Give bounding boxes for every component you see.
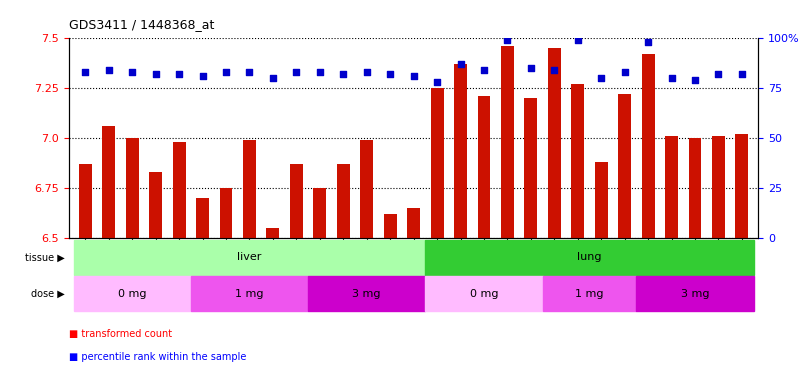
- Bar: [712, 136, 725, 238]
- Bar: [543, 276, 637, 311]
- Bar: [313, 188, 326, 238]
- Point: [173, 71, 186, 78]
- Point: [384, 71, 397, 78]
- Point: [337, 71, 350, 78]
- Bar: [126, 138, 139, 238]
- Point: [360, 69, 373, 75]
- Point: [102, 67, 115, 73]
- Text: ■ transformed count: ■ transformed count: [69, 329, 172, 339]
- Text: liver: liver: [238, 252, 262, 262]
- Bar: [220, 188, 233, 238]
- Text: 1 mg: 1 mg: [235, 289, 264, 299]
- Text: 0 mg: 0 mg: [470, 289, 498, 299]
- Point: [547, 67, 560, 73]
- Bar: [642, 55, 654, 238]
- Text: 3 mg: 3 mg: [680, 289, 710, 299]
- Point: [290, 69, 303, 75]
- Bar: [736, 134, 749, 238]
- Bar: [594, 162, 607, 238]
- Text: dose ▶: dose ▶: [31, 289, 65, 299]
- Bar: [74, 240, 425, 275]
- Bar: [308, 276, 425, 311]
- Text: lung: lung: [577, 252, 602, 262]
- Bar: [425, 240, 753, 275]
- Bar: [454, 65, 467, 238]
- Point: [407, 73, 420, 79]
- Bar: [267, 228, 279, 238]
- Bar: [425, 276, 543, 311]
- Point: [571, 37, 584, 43]
- Point: [267, 75, 280, 81]
- Point: [79, 69, 92, 75]
- Bar: [243, 140, 256, 238]
- Bar: [74, 276, 191, 311]
- Bar: [637, 276, 753, 311]
- Text: 0 mg: 0 mg: [118, 289, 147, 299]
- Point: [431, 79, 444, 85]
- Bar: [149, 172, 162, 238]
- Point: [642, 39, 654, 45]
- Point: [126, 69, 139, 75]
- Bar: [196, 198, 209, 238]
- Bar: [102, 126, 115, 238]
- Text: ■ percentile rank within the sample: ■ percentile rank within the sample: [69, 352, 247, 362]
- Point: [243, 69, 256, 75]
- Bar: [79, 164, 92, 238]
- Bar: [525, 98, 538, 238]
- Bar: [618, 94, 631, 238]
- Point: [712, 71, 725, 78]
- Point: [525, 65, 538, 71]
- Bar: [478, 96, 491, 238]
- Point: [618, 69, 631, 75]
- Point: [736, 71, 749, 78]
- Bar: [689, 138, 702, 238]
- Text: 1 mg: 1 mg: [575, 289, 603, 299]
- Bar: [501, 46, 514, 238]
- Point: [313, 69, 326, 75]
- Bar: [191, 276, 308, 311]
- Text: GDS3411 / 1448368_at: GDS3411 / 1448368_at: [69, 18, 214, 31]
- Point: [594, 75, 607, 81]
- Bar: [337, 164, 350, 238]
- Bar: [571, 84, 584, 238]
- Bar: [407, 208, 420, 238]
- Bar: [384, 214, 397, 238]
- Point: [665, 75, 678, 81]
- Point: [501, 37, 514, 43]
- Point: [196, 73, 209, 79]
- Point: [454, 61, 467, 68]
- Point: [149, 71, 162, 78]
- Point: [689, 77, 702, 83]
- Point: [220, 69, 233, 75]
- Bar: [360, 140, 373, 238]
- Text: 3 mg: 3 mg: [353, 289, 381, 299]
- Bar: [290, 164, 303, 238]
- Bar: [665, 136, 678, 238]
- Point: [478, 67, 491, 73]
- Bar: [173, 142, 186, 238]
- Bar: [548, 48, 560, 238]
- Text: tissue ▶: tissue ▶: [25, 252, 65, 262]
- Bar: [431, 88, 444, 238]
